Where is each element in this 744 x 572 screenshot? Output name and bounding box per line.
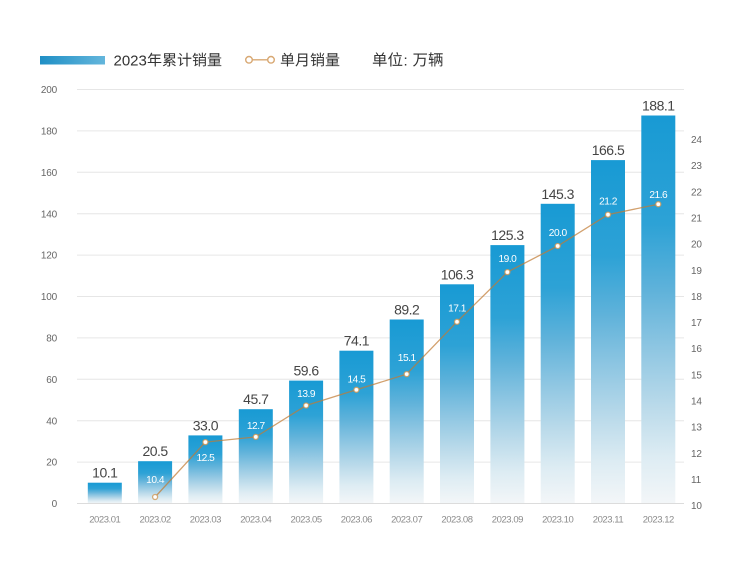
svg-text:21.6: 21.6 bbox=[649, 190, 668, 201]
svg-text:45.7: 45.7 bbox=[243, 391, 269, 407]
svg-text:2023.04: 2023.04 bbox=[240, 515, 271, 526]
svg-text:180: 180 bbox=[41, 127, 58, 138]
svg-text:89.2: 89.2 bbox=[394, 302, 420, 318]
svg-text:14: 14 bbox=[691, 397, 702, 408]
svg-text:59.6: 59.6 bbox=[293, 363, 319, 379]
svg-text:74.1: 74.1 bbox=[344, 333, 370, 349]
svg-text:2023.09: 2023.09 bbox=[492, 515, 523, 526]
svg-text:15.1: 15.1 bbox=[398, 353, 417, 364]
svg-text:125.3: 125.3 bbox=[491, 227, 524, 243]
svg-text:20: 20 bbox=[691, 240, 702, 251]
svg-text:19: 19 bbox=[691, 266, 702, 277]
svg-text:21.2: 21.2 bbox=[599, 196, 618, 207]
svg-text:2023.07: 2023.07 bbox=[391, 515, 422, 526]
svg-text:33.0: 33.0 bbox=[193, 417, 219, 433]
svg-text:17: 17 bbox=[691, 318, 702, 329]
svg-text:10.4: 10.4 bbox=[146, 475, 165, 486]
svg-text:14.5: 14.5 bbox=[347, 375, 366, 386]
svg-text:20.5: 20.5 bbox=[142, 443, 168, 459]
svg-text:22: 22 bbox=[691, 187, 702, 198]
svg-text:10.1: 10.1 bbox=[92, 465, 118, 481]
svg-text::: : bbox=[404, 52, 408, 69]
svg-text:2023: 2023 bbox=[114, 52, 147, 69]
svg-text:19.0: 19.0 bbox=[498, 254, 517, 265]
svg-text:2023.01: 2023.01 bbox=[89, 515, 120, 526]
svg-text:0: 0 bbox=[52, 499, 58, 510]
svg-text:120: 120 bbox=[41, 251, 58, 262]
svg-text:10: 10 bbox=[691, 501, 702, 512]
svg-text:11: 11 bbox=[691, 475, 702, 486]
svg-text:20.0: 20.0 bbox=[549, 228, 568, 239]
svg-text:24: 24 bbox=[691, 135, 702, 146]
svg-text:2023.08: 2023.08 bbox=[441, 515, 472, 526]
svg-text:13: 13 bbox=[691, 423, 702, 434]
svg-text:80: 80 bbox=[46, 334, 57, 345]
svg-text:2023.02: 2023.02 bbox=[139, 515, 170, 526]
svg-text:106.3: 106.3 bbox=[441, 266, 474, 282]
svg-text:18: 18 bbox=[691, 292, 702, 303]
svg-text:2023.05: 2023.05 bbox=[290, 515, 321, 526]
svg-text:21: 21 bbox=[691, 214, 702, 225]
svg-text:2023.10: 2023.10 bbox=[542, 515, 573, 526]
svg-text:145.3: 145.3 bbox=[541, 186, 574, 202]
svg-text:2023.06: 2023.06 bbox=[341, 515, 372, 526]
svg-text:2023.03: 2023.03 bbox=[190, 515, 221, 526]
svg-text:140: 140 bbox=[41, 209, 58, 220]
svg-text:188.1: 188.1 bbox=[642, 98, 675, 114]
svg-text:12.7: 12.7 bbox=[247, 421, 266, 432]
svg-text:166.5: 166.5 bbox=[592, 142, 625, 158]
svg-text:40: 40 bbox=[46, 416, 57, 427]
svg-text:16: 16 bbox=[691, 344, 702, 355]
svg-text:17.1: 17.1 bbox=[448, 304, 467, 315]
svg-text:13.9: 13.9 bbox=[297, 389, 316, 400]
svg-text:2023.11: 2023.11 bbox=[593, 515, 624, 526]
svg-text:160: 160 bbox=[41, 168, 58, 179]
svg-text:12: 12 bbox=[691, 449, 702, 460]
svg-text:23: 23 bbox=[691, 161, 702, 172]
svg-text:20: 20 bbox=[46, 458, 57, 469]
svg-text:2023.12: 2023.12 bbox=[643, 515, 674, 526]
svg-text:100: 100 bbox=[41, 292, 58, 303]
svg-text:12.5: 12.5 bbox=[196, 453, 215, 464]
svg-text:200: 200 bbox=[41, 85, 58, 96]
svg-text:15: 15 bbox=[691, 370, 702, 381]
svg-text:60: 60 bbox=[46, 375, 57, 386]
